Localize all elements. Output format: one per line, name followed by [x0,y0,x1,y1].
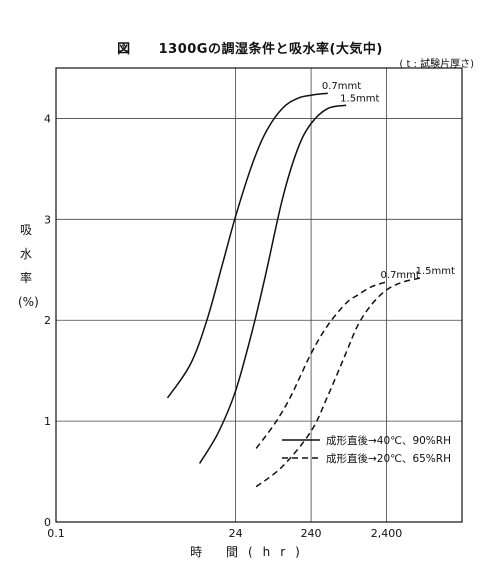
series-label: 0.7mmt [322,81,361,92]
thickness-note: ( t : 試験片厚さ) [399,59,474,70]
y-axis-label-char: 率 [19,271,32,285]
y-axis-label-char: 吸 [19,223,32,237]
series-label: 0.7mmt [381,270,420,281]
y-tick-label: 4 [44,112,51,125]
series-line [198,104,347,464]
legend-label: 成形直後→40℃、90%RH [326,434,451,447]
series-line [255,277,422,488]
series-label: 1.5mmt [416,266,455,277]
chart-title-text: 1300Gの調湿条件と吸水率(大気中) [158,42,383,57]
chart-title: 図 1300Gの調湿条件と吸水率(大気中) [0,38,500,57]
y-tick-label: 2 [44,314,51,327]
plot-frame [55,67,463,523]
y-axis-label: 吸 水 率 (%) [18,218,39,314]
series-label: 1.5mmt [340,93,379,104]
y-tick-label: 0 [44,516,51,529]
y-axis-label-char: (%) [18,295,39,309]
x-tick-label: 2,400 [371,527,403,540]
y-tick-label: 1 [44,415,51,428]
figure-label: 図 [117,42,131,57]
series-line [166,92,328,399]
legend-label: 成形直後→20℃、65%RH [326,452,451,465]
series-line [255,281,387,449]
x-tick-label: 24 [229,527,243,540]
x-tick-label: 0.1 [47,527,65,540]
x-tick-label: 240 [301,527,322,540]
x-axis-label: 時 間(hr) [190,545,310,559]
y-tick-label: 3 [44,213,51,226]
y-axis-label-char: 水 [19,247,32,261]
